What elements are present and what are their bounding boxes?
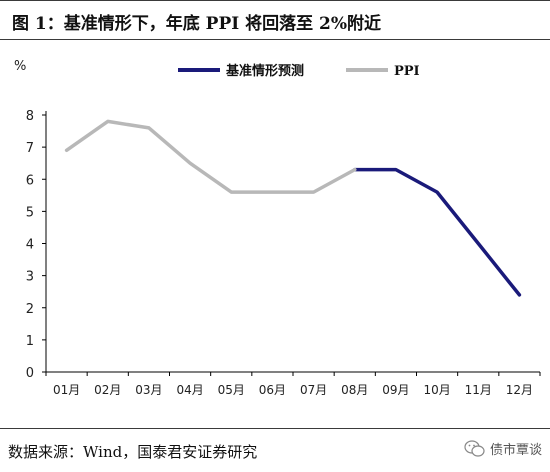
- x-tick-label: 07月: [300, 383, 327, 397]
- title-bar: 图 1：基准情形下，年底 PPI 将回落至 2%附近: [0, 0, 550, 40]
- footer-bar: 数据来源：Wind，国泰君安证券研究 债市覃谈: [0, 428, 550, 472]
- y-tick-label: 6: [26, 173, 34, 188]
- y-tick-label: 4: [26, 238, 34, 253]
- x-tick-label: 10月: [423, 383, 450, 397]
- y-tick-label: 3: [26, 270, 34, 285]
- wechat-icon: [464, 439, 485, 457]
- x-tick-label: 08月: [341, 383, 368, 397]
- chart-area: % 0 1 2 3 4 5 6 7 8 01月 02月 03月 04月 05月 06月 07月 08月 09月 10月…: [0, 40, 550, 428]
- y-tick-label: 5: [26, 205, 34, 220]
- y-tick-label: 7: [26, 141, 34, 156]
- x-tick-label: 12月: [506, 383, 533, 397]
- x-tick-label: 04月: [176, 383, 203, 397]
- watermark: 债市覃谈: [463, 439, 542, 458]
- chart-title: 图 1：基准情形下，年底 PPI 将回落至 2%附近: [12, 14, 382, 34]
- x-tick-label: 02月: [94, 383, 121, 397]
- y-tick-label: 2: [26, 302, 34, 317]
- y-tick-label: 0: [26, 366, 34, 381]
- x-tick-label: 01月: [53, 383, 80, 397]
- x-tick-label: 03月: [135, 383, 162, 397]
- y-tick-label: 1: [26, 334, 34, 349]
- x-tick-label: 11月: [465, 383, 492, 397]
- y-axis-label: %: [14, 59, 26, 74]
- watermark-text: 债市覃谈: [489, 443, 542, 458]
- source-note: 数据来源：Wind，国泰君安证券研究: [8, 443, 258, 461]
- legend-forecast-label: 基准情形预测: [225, 63, 304, 79]
- legend-ppi-label: PPI: [394, 64, 420, 79]
- x-tick-label: 09月: [382, 383, 409, 397]
- x-tick-label: 05月: [218, 383, 245, 397]
- series-forecast-line: [353, 167, 522, 297]
- line-chart: % 0 1 2 3 4 5 6 7 8 01月 02月 03月 04月 05月 06月 07月 08月 09月 10月…: [14, 59, 541, 397]
- x-tick-label: 06月: [259, 383, 286, 397]
- series-ppi-line: [64, 119, 357, 194]
- y-tick-label: 8: [26, 109, 34, 124]
